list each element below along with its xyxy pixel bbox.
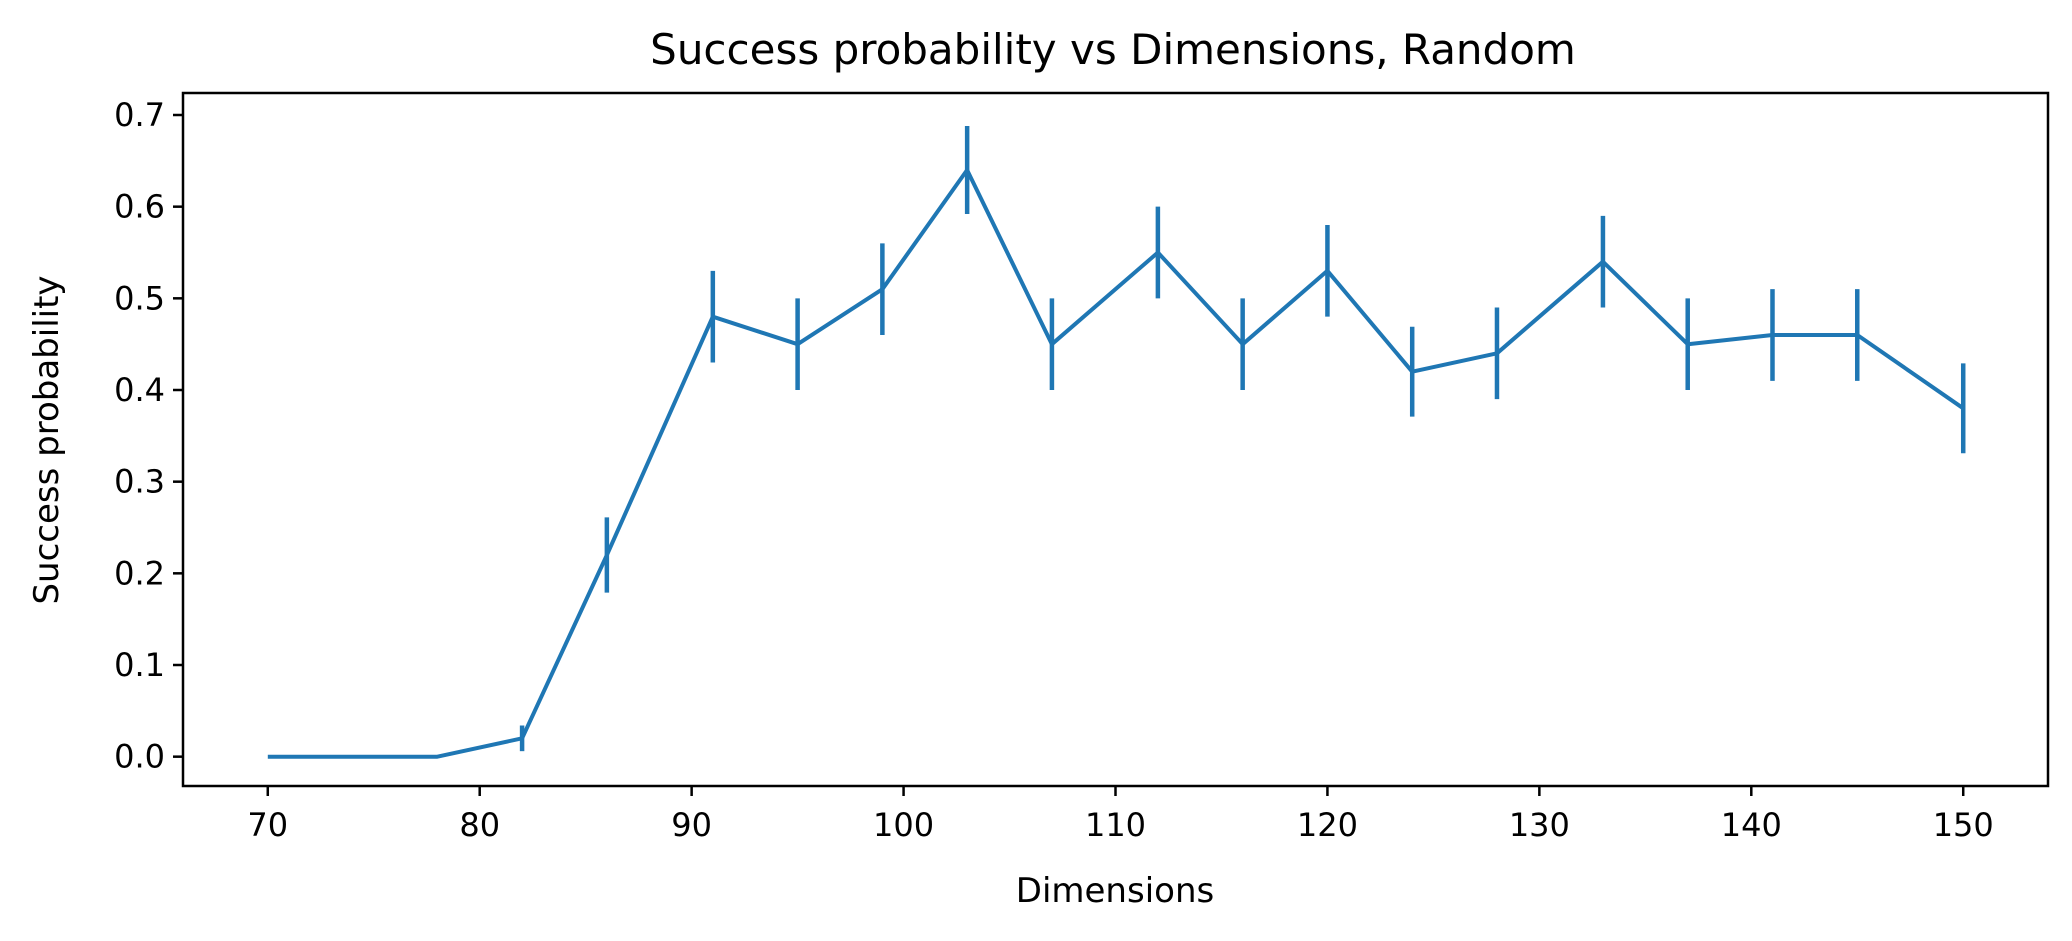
x-tick-label: 110 [1085, 806, 1146, 844]
series-layer [267, 126, 1966, 759]
y-tick-label: 0.6 [114, 188, 165, 226]
x-tick-label: 70 [247, 806, 288, 844]
y-tick-label: 0.1 [114, 646, 165, 684]
y-tick-label: 0.5 [114, 279, 165, 317]
chart-title: Success probability vs Dimensions, Rando… [650, 25, 1576, 74]
y-tick-label: 0.3 [114, 463, 165, 501]
plot-frame [181, 91, 2050, 788]
y-tick-label: 0.7 [114, 96, 165, 134]
x-tick-label: 120 [1297, 806, 1358, 844]
y-tick-label: 0.0 [114, 738, 165, 776]
x-tick-label: 140 [1721, 806, 1782, 844]
x-tick-label: 80 [459, 806, 500, 844]
x-axis-title: Dimensions [1016, 871, 1214, 911]
y-tick-label: 0.2 [114, 554, 165, 592]
x-tick-label: 90 [671, 806, 712, 844]
y-axis-title: Success probability [27, 275, 67, 604]
x-tick-label: 100 [873, 806, 934, 844]
y-tick-label: 0.4 [114, 371, 165, 409]
x-tick-label: 150 [1933, 806, 1994, 844]
x-tick-label: 130 [1509, 806, 1570, 844]
y-axis: 0.0 0.1 0.2 0.3 0.4 0.5 0.6 0.7 [114, 96, 183, 776]
series-line [267, 168, 1965, 759]
x-axis: 70 80 90 100 110 120 130 140 150 [247, 786, 1994, 844]
